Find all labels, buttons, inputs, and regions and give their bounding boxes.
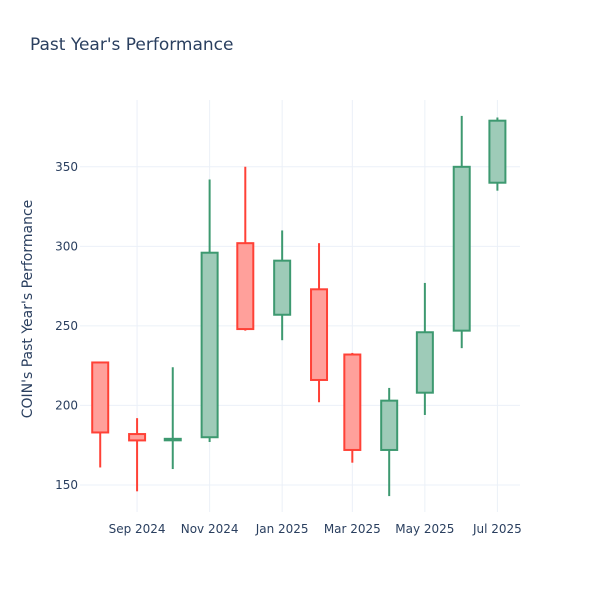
candle-body xyxy=(200,251,219,439)
y-tick-label: 200 xyxy=(55,398,78,412)
candle-body xyxy=(91,361,110,434)
candle xyxy=(343,352,362,463)
candle-body xyxy=(380,399,399,451)
y-tick-label: 300 xyxy=(55,239,78,253)
candle-body xyxy=(488,119,507,184)
candle xyxy=(128,418,147,492)
y-tick-label: 350 xyxy=(55,160,78,174)
candle xyxy=(163,367,182,470)
candle-body xyxy=(310,288,329,381)
candle-body xyxy=(128,433,147,442)
candle-layer xyxy=(91,115,507,497)
x-tick-label: Sep 2024 xyxy=(109,522,166,536)
y-axis-title: COIN's Past Year's Performance xyxy=(20,200,36,419)
candle xyxy=(310,243,329,403)
candle xyxy=(236,166,255,331)
chart-title: Past Year's Performance xyxy=(30,35,234,55)
y-tick-label: 150 xyxy=(55,478,78,492)
candle-body xyxy=(415,331,434,394)
candle xyxy=(200,179,219,443)
candle-body xyxy=(452,165,471,332)
y-axis-ticks: 150 200 250 300 350 xyxy=(55,160,78,492)
candle xyxy=(452,115,471,349)
candle-body xyxy=(236,242,255,331)
candle-body xyxy=(343,353,362,451)
x-tick-label: Jan 2025 xyxy=(255,522,309,536)
x-tick-label: Mar 2025 xyxy=(324,522,381,536)
x-tick-label: Jul 2025 xyxy=(472,522,522,536)
candle-body xyxy=(163,437,182,442)
x-axis-ticks: Sep 2024 Nov 2024 Jan 2025 Mar 2025 May 2025… xyxy=(109,522,522,536)
candle xyxy=(488,117,507,191)
candle xyxy=(415,282,434,415)
x-tick-label: Nov 2024 xyxy=(181,522,239,536)
candle-body xyxy=(273,259,292,316)
y-tick-label: 250 xyxy=(55,319,78,333)
x-tick-label: May 2025 xyxy=(395,522,454,536)
candle xyxy=(273,230,292,341)
candle xyxy=(91,361,110,468)
candle xyxy=(380,387,399,497)
